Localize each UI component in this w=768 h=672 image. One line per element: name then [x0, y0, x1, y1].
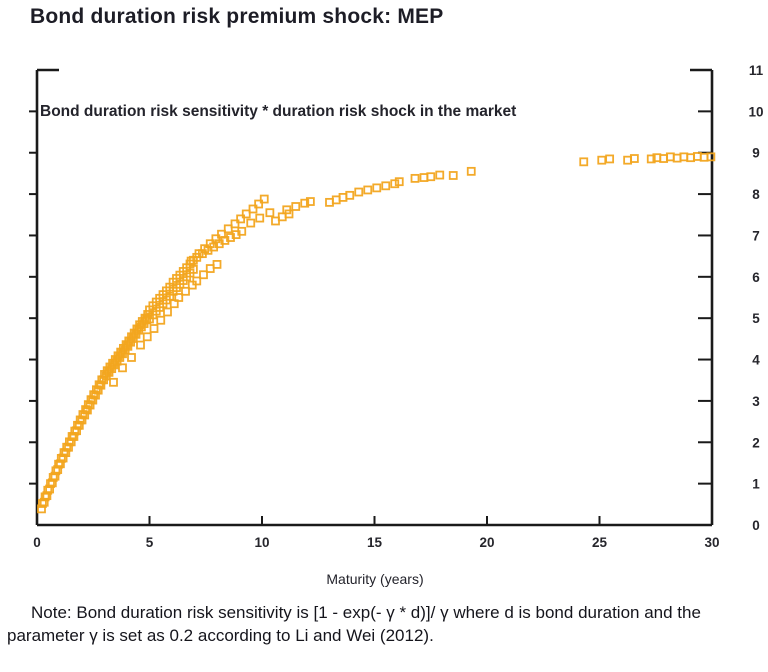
data-point-square: [109, 377, 118, 387]
data-point-square: [192, 276, 202, 286]
svg-text:6: 6: [752, 270, 760, 285]
svg-text:15: 15: [367, 535, 383, 550]
data-point-square: [435, 170, 445, 180]
x-axis-label: Maturity (years): [326, 571, 424, 587]
axes: [35, 68, 714, 527]
data-point-square: [646, 154, 656, 164]
svg-text:30: 30: [704, 535, 719, 550]
data-point-square: [466, 166, 476, 176]
svg-text:0: 0: [33, 535, 41, 550]
data-point-square: [394, 177, 404, 187]
data-point-square: [410, 173, 420, 183]
data-point-square: [241, 209, 251, 219]
data-point-square: [174, 293, 184, 302]
data-point-square: [254, 199, 264, 209]
svg-text:25: 25: [592, 535, 608, 550]
svg-text:5: 5: [752, 311, 760, 326]
data-point-square: [149, 324, 159, 333]
data-point-square: [127, 353, 136, 362]
data-point-square: [212, 260, 222, 269]
data-point-square: [265, 208, 275, 218]
data-point-square: [597, 155, 607, 165]
data-point-square: [118, 363, 127, 373]
data-point-square: [629, 154, 639, 163]
data-point-square: [390, 179, 400, 189]
svg-text:1: 1: [752, 477, 760, 492]
data-point-square: [605, 154, 615, 164]
svg-text:7: 7: [752, 228, 760, 243]
data-point-square: [372, 183, 382, 193]
svg-text:8: 8: [752, 187, 760, 202]
y-axis-tick-labels: 0 1 2 3 4 5 6 7 8 9 10 11: [748, 63, 763, 533]
svg-text:10: 10: [254, 535, 269, 550]
data-point-square: [143, 310, 153, 319]
data-point-square: [282, 205, 292, 215]
svg-text:2: 2: [752, 435, 760, 450]
svg-text:11: 11: [749, 63, 764, 78]
data-point-square: [248, 204, 258, 214]
y-axis-ticks: [29, 110, 712, 485]
svg-text:20: 20: [479, 535, 494, 550]
data-point-square: [300, 198, 310, 208]
data-point-square: [255, 213, 265, 223]
svg-text:10: 10: [748, 104, 763, 119]
data-point-square: [163, 307, 172, 317]
x-axis-tick-labels: 0 5 10 15 20 25 30: [33, 535, 719, 550]
data-point-square: [169, 299, 179, 309]
data-point-square: [223, 224, 233, 234]
data-point-square: [706, 152, 716, 162]
data-point-square: [136, 340, 145, 350]
data-point-square: [199, 270, 208, 280]
data-point-square: [354, 187, 364, 197]
data-point-square: [291, 202, 301, 211]
svg-text:0: 0: [752, 518, 760, 533]
scatter-plot: 0 1 2 3 4 5 6 7 8 9 10 11 0 5 10 15 20 25 30: [29, 63, 764, 550]
data-point-square: [259, 194, 269, 204]
data-point-square: [305, 197, 315, 206]
data-point-square: [381, 181, 391, 191]
data-point-square: [188, 264, 198, 274]
svg-text:9: 9: [752, 146, 760, 161]
in-chart-annotation: Bond duration risk sensitivity * duratio…: [40, 103, 517, 120]
data-point-square: [230, 219, 240, 229]
data-points: [37, 152, 716, 514]
data-point-square: [579, 157, 589, 167]
svg-text:3: 3: [752, 394, 760, 409]
svg-text:4: 4: [752, 353, 760, 368]
footnote: Note: Bond duration risk sensitivity is …: [7, 603, 701, 645]
data-point-square: [142, 332, 152, 342]
data-point-square: [236, 214, 246, 224]
data-point-square: [345, 190, 355, 200]
svg-text:5: 5: [146, 535, 154, 550]
x-axis-ticks: [36, 516, 713, 525]
chart-title: Bond duration risk premium shock: MEP: [30, 5, 444, 28]
data-point-square: [246, 218, 256, 228]
data-point-square: [181, 286, 190, 296]
data-point-square: [448, 171, 458, 180]
data-point-square: [363, 185, 373, 195]
data-point-square: [156, 315, 166, 325]
data-point-square: [426, 172, 436, 182]
data-point-square: [237, 226, 247, 236]
